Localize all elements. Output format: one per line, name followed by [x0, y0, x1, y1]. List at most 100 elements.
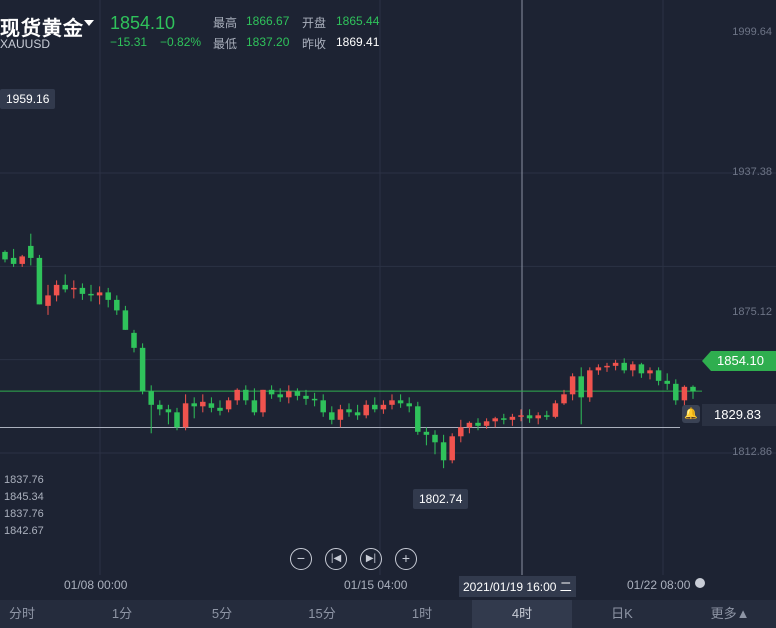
bell-icon[interactable]: 🔔 — [682, 405, 700, 423]
candle-body — [595, 367, 602, 371]
candle-body — [647, 370, 653, 374]
instrument-symbol: XAUUSD — [0, 37, 51, 51]
candle-body — [569, 376, 576, 395]
candle-body — [604, 365, 610, 368]
y-tick-label: 1812.86 — [732, 446, 772, 458]
chevron-down-icon[interactable] — [84, 20, 94, 26]
candle-body — [10, 257, 17, 264]
candle-body — [88, 293, 94, 296]
candle-body — [423, 431, 430, 435]
candle-body — [225, 400, 232, 410]
tab-1min[interactable]: 1分 — [111, 606, 133, 621]
candle-body — [200, 401, 206, 407]
candle-body — [380, 404, 387, 410]
candle-body — [483, 421, 490, 426]
candle-body — [578, 376, 584, 398]
candle-body — [45, 295, 51, 306]
candle-body — [182, 403, 189, 428]
tab-5min[interactable]: 5分 — [211, 606, 233, 621]
candle-body — [53, 284, 60, 296]
x-tick-label: 01/15 04:00 — [344, 578, 408, 592]
jump-start-button[interactable]: |◀ — [325, 548, 347, 570]
current-price: 1854.10 — [110, 13, 176, 33]
candle-body — [501, 418, 507, 420]
candle-body — [664, 380, 670, 384]
zoom-in-button[interactable]: + — [395, 548, 417, 570]
candle-body — [131, 332, 137, 348]
candle-body — [329, 412, 335, 420]
candle-body — [165, 409, 172, 413]
scroll-handle[interactable] — [695, 578, 705, 588]
candle-body — [191, 403, 197, 407]
candle-body — [587, 370, 593, 398]
candlestick-chart[interactable] — [0, 0, 776, 600]
candle-body — [71, 287, 77, 290]
candle-body — [303, 395, 309, 399]
tab-4hour[interactable]: 4时 — [472, 600, 572, 628]
candle-body — [535, 415, 541, 419]
prev-close-label: 昨收 — [302, 37, 327, 51]
candle-body — [673, 383, 679, 401]
candle-body — [466, 422, 473, 428]
open-value: 1865.44 — [336, 14, 380, 28]
price-change: −15.31 — [110, 35, 148, 49]
candle-body — [630, 364, 636, 371]
candle-body — [458, 427, 464, 437]
min-price-tag: 1802.74 — [413, 489, 469, 509]
candle-body — [19, 256, 25, 264]
candle-body — [612, 362, 619, 366]
candle-body — [320, 400, 326, 413]
candle-body — [432, 434, 438, 443]
candle-body — [28, 245, 34, 258]
candle-body — [406, 403, 412, 407]
candle-body — [638, 364, 645, 374]
tab-timeshare[interactable]: 分时 — [8, 606, 35, 621]
candle-body — [526, 415, 533, 419]
candle-body — [105, 292, 111, 300]
candle-body — [260, 389, 266, 413]
jump-end-button[interactable]: ▶| — [360, 548, 382, 570]
candle-body — [139, 347, 146, 392]
candle-body — [346, 409, 352, 413]
candle-body — [268, 389, 275, 395]
candle-body — [217, 407, 223, 411]
prev-close-value: 1869.41 — [336, 35, 380, 49]
candle-body — [509, 416, 516, 420]
candle-body — [234, 389, 240, 401]
candle-body — [655, 370, 662, 381]
crosshair-date-label: 2021/01/19 16:00 二 — [459, 576, 576, 597]
candle-body — [397, 400, 404, 404]
tab-1hour[interactable]: 1时 — [411, 606, 433, 621]
candle-body — [337, 409, 344, 420]
alert-price-tag[interactable]: 1829.83 — [702, 404, 776, 426]
low-label: 最低 — [213, 37, 238, 51]
candle-body — [492, 418, 498, 422]
side-value: 1837.76 — [4, 474, 44, 486]
candle-body — [114, 299, 120, 311]
candle-body — [311, 398, 318, 401]
y-tick-label: 1999.64 — [732, 26, 772, 38]
tab-more[interactable]: 更多▲ — [710, 606, 750, 621]
high-label: 最高 — [213, 16, 238, 30]
candle-body — [389, 400, 395, 405]
candle-body — [79, 287, 86, 294]
candle-body — [294, 391, 301, 396]
candle-body — [2, 251, 8, 260]
candle-body — [544, 415, 550, 417]
open-label: 开盘 — [302, 16, 327, 30]
candle-body — [681, 386, 688, 401]
tab-15min[interactable]: 15分 — [308, 606, 336, 621]
zoom-out-button[interactable]: − — [290, 548, 312, 570]
candle-body — [690, 386, 696, 392]
chart-canvas[interactable] — [0, 0, 776, 600]
candle-body — [208, 403, 215, 408]
candle-body — [621, 362, 627, 371]
instrument-title[interactable]: 现货黄金 — [0, 18, 84, 40]
candle-body — [96, 292, 103, 296]
candle-body — [157, 404, 163, 410]
y-tick-label: 1875.12 — [732, 306, 772, 318]
tab-daily[interactable]: 日K — [611, 606, 633, 621]
last-price-tag: 1854.10 — [711, 351, 776, 371]
low-value: 1837.20 — [246, 35, 290, 49]
candle-body — [518, 415, 524, 417]
